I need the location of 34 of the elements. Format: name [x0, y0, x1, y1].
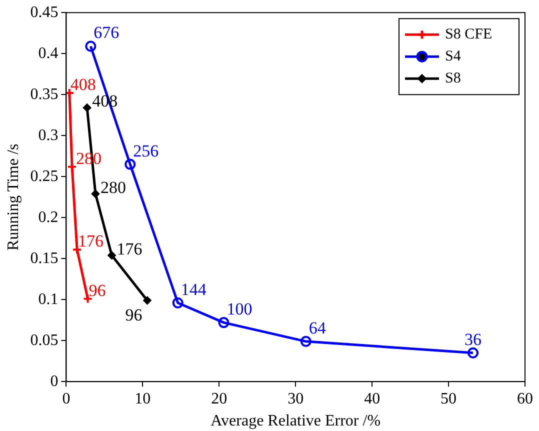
annotation: 176	[78, 232, 104, 251]
y-tick-label: 0.45	[30, 4, 58, 21]
legend-label: S4	[445, 48, 462, 65]
y-tick-label: 0.4	[38, 44, 58, 62]
annotation: 408	[70, 74, 96, 94]
y-tick-label: 0.25	[30, 168, 58, 185]
y-axis-title: Running Time /s	[4, 144, 22, 250]
annotation: 176	[116, 239, 142, 258]
legend-label: S8 CFE	[445, 26, 492, 43]
annotation: 676	[94, 23, 120, 42]
x-tick-label: 0	[62, 390, 70, 408]
x-tick-label: 10	[134, 390, 151, 408]
annotation: 36	[464, 330, 482, 349]
x-tick-label: 20	[211, 390, 228, 408]
y-tick-label: 0.1	[38, 290, 58, 308]
y-tick-label: 0.35	[30, 86, 58, 103]
annotation: 144	[180, 280, 207, 299]
annotation: 280	[100, 178, 126, 197]
annotation: 96	[88, 280, 106, 300]
annotation: 256	[133, 141, 159, 160]
annotation: 100	[226, 300, 252, 319]
annotation: 96	[125, 305, 142, 324]
y-tick-label: 0.3	[38, 126, 58, 144]
y-tick-label: 0.05	[30, 332, 58, 349]
y-tick-label: 0.15	[30, 250, 58, 267]
x-tick-label: 50	[440, 390, 457, 408]
x-tick-label: 40	[364, 390, 380, 408]
x-axis-title: Average Relative Error /%	[210, 412, 381, 430]
y-tick-label: 0	[50, 372, 58, 390]
x-tick-label: 60	[517, 390, 533, 408]
y-tick-label: 0.2	[38, 208, 58, 226]
legend-label: S8	[445, 70, 461, 87]
x-tick-label: 30	[288, 390, 304, 408]
annotation: 64	[308, 318, 326, 338]
